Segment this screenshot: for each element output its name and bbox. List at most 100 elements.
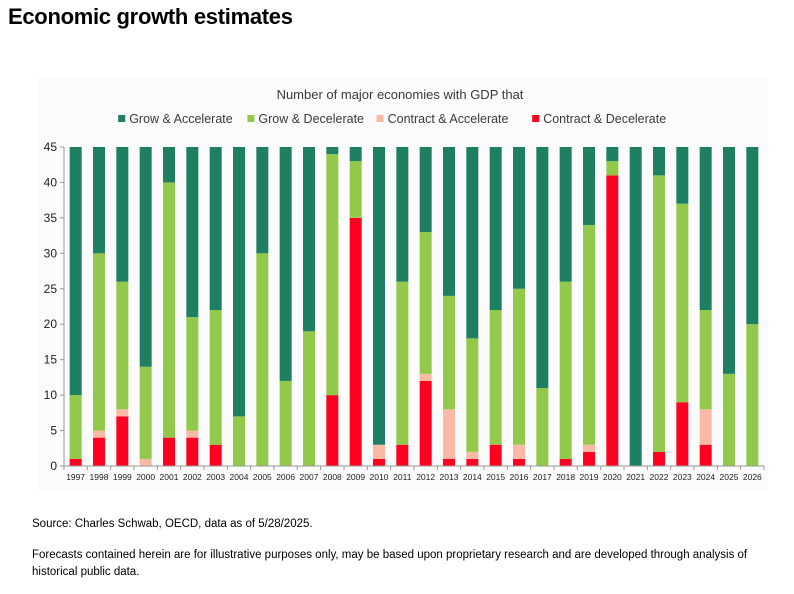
bar-grow-and-decelerate-2025	[723, 373, 735, 466]
bar-grow-and-decelerate-2002	[186, 317, 199, 431]
x-tick-label: 2022	[650, 472, 669, 482]
bar-grow-and-decelerate-2009	[349, 161, 362, 218]
bar-grow-and-accelerate-2026	[746, 147, 759, 325]
bar-contract-and-accelerate-2013	[443, 409, 455, 459]
bar-grow-and-accelerate-2014	[466, 147, 479, 339]
bar-grow-and-accelerate-2015	[489, 147, 502, 311]
x-tick-label: 2024	[696, 472, 715, 482]
x-tick-label: 1997	[66, 472, 85, 482]
legend-label-contract-and-accelerate: Contract & Accelerate	[388, 112, 509, 126]
bar-grow-and-accelerate-2013	[443, 147, 455, 296]
bar-grow-and-accelerate-2022	[653, 147, 665, 176]
legend-label-grow-and-decelerate: Grow & Decelerate	[258, 112, 364, 126]
bar-grow-and-accelerate-2005	[256, 147, 269, 254]
bar-grow-and-decelerate-2023	[676, 203, 689, 403]
bar-grow-and-accelerate-2002	[186, 147, 199, 318]
bar-grow-and-decelerate-2003	[209, 310, 222, 445]
legend-label-contract-and-decelerate: Contract & Decelerate	[543, 112, 666, 126]
x-tick-label: 2003	[206, 472, 225, 482]
bar-contract-and-accelerate-2019	[583, 444, 595, 452]
bar-grow-and-accelerate-2004	[233, 147, 245, 417]
bar-grow-and-accelerate-2018	[559, 147, 572, 282]
x-tick-label: 2025	[720, 472, 739, 482]
x-tick-label: 2020	[603, 472, 622, 482]
bar-contract-and-decelerate-2019	[583, 451, 595, 466]
bar-grow-and-accelerate-2019	[583, 147, 595, 225]
legend-swatch-contract-and-accelerate	[376, 115, 384, 122]
bar-grow-and-decelerate-2015	[489, 310, 502, 445]
bar-grow-and-accelerate-2017	[536, 147, 549, 389]
bar-grow-and-decelerate-1998	[93, 253, 105, 431]
bar-grow-and-accelerate-2000	[139, 147, 152, 367]
bar-contract-and-accelerate-2000	[139, 458, 152, 466]
x-tick-label: 2021	[626, 472, 645, 482]
bar-contract-and-decelerate-2001	[163, 437, 175, 466]
x-tick-label: 2006	[276, 472, 295, 482]
x-tick-label: 2016	[510, 472, 529, 482]
x-tick-label: 2017	[533, 472, 552, 482]
bar-contract-and-decelerate-2016	[513, 458, 525, 466]
bar-grow-and-accelerate-2025	[723, 147, 735, 374]
bar-grow-and-accelerate-2021	[629, 147, 642, 466]
bar-contract-and-decelerate-2010	[373, 458, 385, 466]
bar-grow-and-decelerate-2000	[139, 366, 152, 459]
bar-contract-and-accelerate-2012	[419, 373, 432, 381]
y-tick-label: 45	[44, 140, 58, 154]
legend-label-grow-and-accelerate: Grow & Accelerate	[129, 112, 233, 126]
bar-grow-and-decelerate-2004	[233, 416, 245, 466]
x-tick-label: 2004	[230, 472, 249, 482]
x-tick-label: 2019	[580, 472, 599, 482]
bar-grow-and-decelerate-2008	[326, 154, 339, 396]
bar-contract-and-decelerate-2015	[489, 444, 502, 466]
bar-contract-and-decelerate-2018	[559, 458, 572, 466]
bar-grow-and-decelerate-1997	[69, 395, 82, 459]
bar-grow-and-decelerate-2016	[513, 288, 525, 445]
bar-contract-and-accelerate-2016	[513, 444, 525, 459]
x-tick-label: 2015	[486, 472, 505, 482]
y-tick-label: 10	[44, 388, 58, 402]
bar-contract-and-decelerate-2022	[653, 451, 665, 466]
y-axis: 0 5 10 15 20 25 30 35 40 45	[44, 140, 65, 473]
x-tick-label: 2026	[743, 472, 762, 482]
x-tick-label: 2007	[300, 472, 319, 482]
bar-grow-and-accelerate-2023	[676, 147, 689, 204]
x-tick-label: 2014	[463, 472, 482, 482]
y-tick-label: 40	[44, 175, 58, 189]
x-tick-label: 2013	[440, 472, 459, 482]
y-tick-label: 25	[44, 282, 58, 296]
y-tick-label: 15	[44, 353, 58, 367]
bar-grow-and-decelerate-2024	[699, 310, 712, 410]
chart-title: Number of major economies with GDP that	[277, 87, 524, 102]
bar-grow-and-accelerate-2010	[373, 147, 385, 445]
source-note: Source: Charles Schwab, OECD, data as of…	[32, 518, 313, 530]
bar-grow-and-decelerate-2014	[466, 338, 479, 452]
y-tick-label: 35	[44, 211, 58, 225]
x-tick-label: 2023	[673, 472, 692, 482]
y-tick-label: 20	[44, 317, 58, 331]
bar-grow-and-accelerate-2007	[303, 147, 315, 332]
bar-contract-and-decelerate-2024	[699, 444, 712, 466]
bar-contract-and-decelerate-2013	[443, 458, 455, 466]
x-tick-label: 2018	[556, 472, 575, 482]
bar-grow-and-accelerate-2011	[396, 147, 409, 282]
bar-contract-and-decelerate-1999	[116, 416, 129, 466]
bar-grow-and-decelerate-2011	[396, 281, 409, 445]
bar-contract-and-decelerate-2023	[676, 402, 689, 466]
bar-grow-and-accelerate-2001	[163, 147, 175, 183]
bar-grow-and-accelerate-2020	[606, 147, 619, 162]
bar-grow-and-accelerate-2009	[349, 147, 362, 162]
bar-grow-and-decelerate-2026	[746, 324, 759, 466]
bar-contract-and-decelerate-2008	[326, 395, 339, 466]
bar-contract-and-accelerate-2002	[186, 430, 199, 438]
bar-grow-and-accelerate-2008	[326, 147, 339, 155]
x-tick-label: 2010	[370, 472, 389, 482]
bar-contract-and-decelerate-2002	[186, 437, 199, 466]
bar-grow-and-accelerate-1998	[93, 147, 105, 254]
bar-contract-and-decelerate-2003	[209, 444, 222, 466]
bar-grow-and-accelerate-2016	[513, 147, 525, 289]
bar-grow-and-accelerate-2012	[419, 147, 432, 233]
bar-grow-and-decelerate-2013	[443, 295, 455, 410]
bar-grow-and-decelerate-2022	[653, 175, 665, 452]
bar-grow-and-decelerate-2018	[559, 281, 572, 459]
bars	[69, 147, 759, 467]
